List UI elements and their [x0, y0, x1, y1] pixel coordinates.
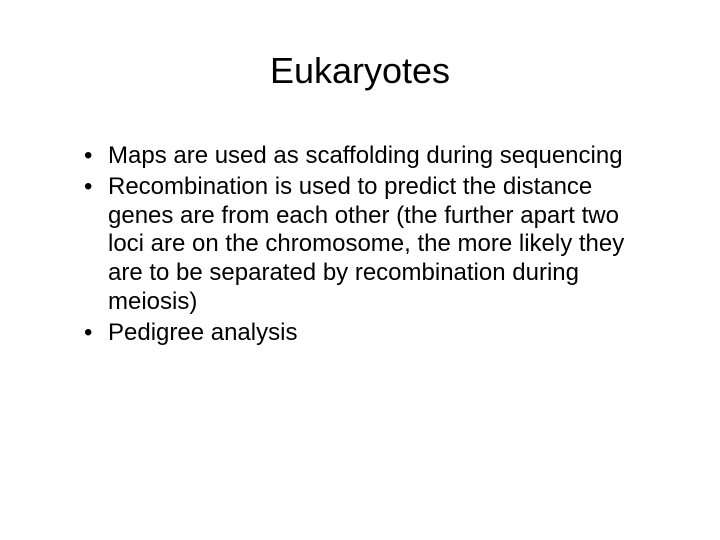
slide: Eukaryotes Maps are used as scaffolding … — [0, 0, 720, 540]
list-item: Pedigree analysis — [80, 319, 640, 348]
list-item: Recombination is used to predict the dis… — [80, 173, 640, 317]
bullet-list: Maps are used as scaffolding during sequ… — [80, 142, 640, 348]
list-item: Maps are used as scaffolding during sequ… — [80, 142, 640, 171]
slide-title: Eukaryotes — [60, 50, 660, 92]
